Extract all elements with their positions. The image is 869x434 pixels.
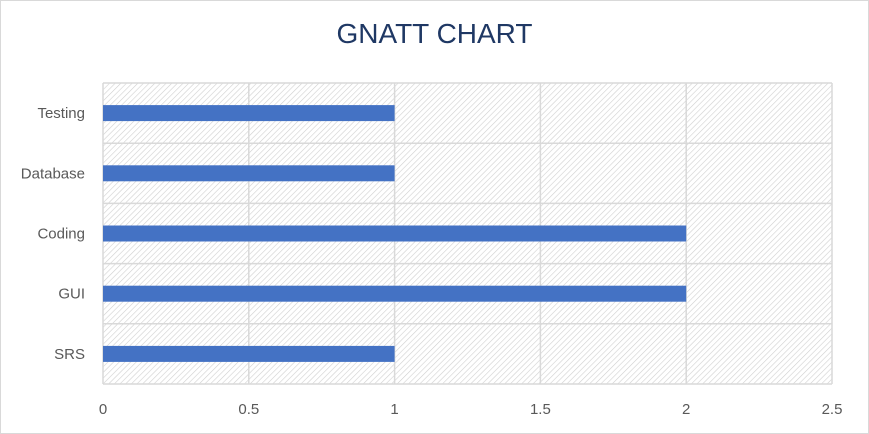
bar-srs bbox=[103, 345, 395, 362]
y-tick-label: Coding bbox=[37, 226, 85, 243]
bar-testing bbox=[103, 105, 395, 122]
y-tick-label: GUI bbox=[58, 286, 85, 303]
x-tick-label: 1 bbox=[390, 401, 398, 418]
x-tick-label: 1.5 bbox=[530, 401, 551, 418]
x-tick-label: 2.5 bbox=[822, 401, 843, 418]
bar-gui bbox=[103, 285, 687, 302]
bar-database bbox=[103, 165, 395, 182]
chart-title: GNATT CHART bbox=[336, 18, 533, 49]
y-tick-label: Database bbox=[21, 165, 85, 182]
y-tick-label: Testing bbox=[37, 105, 85, 122]
x-tick-label: 0 bbox=[99, 401, 107, 418]
y-tick-label: SRS bbox=[54, 346, 85, 363]
x-tick-label: 0.5 bbox=[238, 401, 259, 418]
x-tick-label: 2 bbox=[682, 401, 690, 418]
bar-coding bbox=[103, 225, 687, 242]
